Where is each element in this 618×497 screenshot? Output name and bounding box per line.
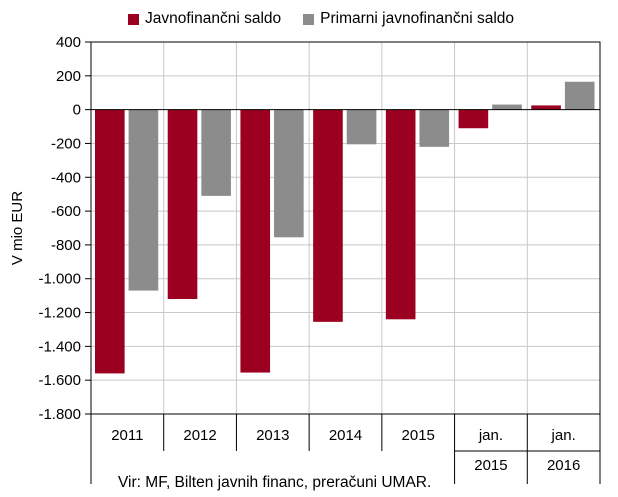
bar-saldo-1 (167, 109, 198, 300)
y-tick-label: -1.200 (38, 305, 81, 322)
bar-primarni-2 (274, 109, 304, 238)
y-tick-label: -1.400 (38, 338, 81, 355)
chart-legend: Javnofinančni saldo Primarni javnofinanč… (128, 10, 514, 28)
legend-swatch-primarni (303, 13, 315, 25)
bar-saldo-3 (313, 109, 343, 322)
bar-saldo-5 (458, 109, 489, 129)
y-axis-label: V mio EUR (9, 191, 26, 265)
x-tick-label: 2011 (111, 427, 143, 444)
y-tick-label: 200 (56, 68, 81, 85)
bar-saldo-6 (531, 105, 561, 110)
bar-primarni-4 (419, 109, 450, 147)
bar-saldo-4 (385, 109, 416, 320)
x-tick-label: 2012 (183, 427, 216, 444)
bar-primarni-1 (201, 109, 231, 196)
legend-item-primarni: Primarni javnofinančni saldo (303, 10, 514, 28)
legend-swatch-saldo (128, 13, 139, 25)
legend-label-primarni: Primarni javnofinančni saldo (320, 10, 515, 27)
x-tick-label-year: 2016 (547, 457, 580, 474)
y-tick-label: -400 (51, 169, 81, 186)
y-tick-label: 0 (73, 102, 81, 119)
legend-label-saldo: Javnofinančni saldo (145, 10, 282, 27)
bar-saldo-0 (95, 109, 125, 374)
y-tick-label: 400 (56, 34, 81, 51)
legend-item-saldo: Javnofinančni saldo (128, 10, 281, 28)
x-tick-label: jan. (551, 427, 576, 444)
x-tick-label: 2013 (256, 427, 289, 444)
y-tick-label: -1.600 (38, 372, 81, 389)
y-tick-label: -200 (51, 135, 81, 152)
x-tick-label: 2015 (402, 427, 435, 444)
bar-saldo-2 (240, 109, 271, 373)
y-tick-label: -600 (51, 203, 81, 220)
y-tick-label: -1.000 (38, 271, 81, 288)
bar-primarni-6 (564, 81, 595, 110)
bar-primarni-0 (128, 109, 159, 291)
y-tick-label: -1.800 (38, 406, 81, 423)
x-tick-label: jan. (478, 427, 503, 444)
plot-frame (90, 41, 601, 415)
bar-primarni-5 (492, 104, 522, 110)
y-tick-label: -800 (51, 237, 81, 254)
source-note: Vir: MF, Bilten javnih financ, preračuni… (118, 474, 432, 491)
x-tick-label-year: 2015 (474, 457, 507, 474)
x-tick-label: 2014 (329, 427, 362, 444)
bar-primarni-3 (346, 109, 377, 145)
